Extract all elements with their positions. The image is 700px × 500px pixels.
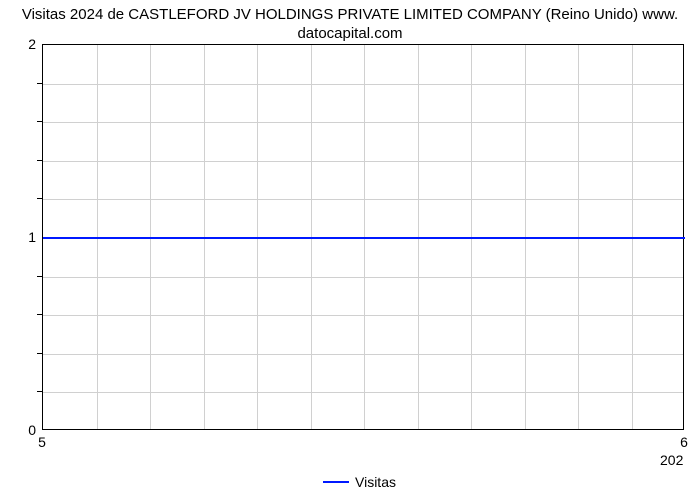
plot-area <box>42 44 684 430</box>
y-tick-label: 1 <box>20 229 36 245</box>
y-minor-tick <box>37 121 42 122</box>
x-axis-year-label: 202 <box>660 452 683 468</box>
gridline-horizontal <box>43 84 683 85</box>
x-tick-label: 6 <box>680 434 688 450</box>
gridline-horizontal <box>43 315 683 316</box>
legend: Visitas <box>323 474 396 490</box>
y-minor-tick <box>37 198 42 199</box>
y-tick-label: 0 <box>20 422 36 438</box>
y-minor-tick <box>37 314 42 315</box>
y-minor-tick <box>37 391 42 392</box>
chart-title-line2: datocapital.com <box>297 25 402 42</box>
legend-label: Visitas <box>355 474 396 490</box>
chart-container: Visitas 2024 de CASTLEFORD JV HOLDINGS P… <box>0 0 700 500</box>
chart-title: Visitas 2024 de CASTLEFORD JV HOLDINGS P… <box>0 6 700 44</box>
gridline-horizontal <box>43 392 683 393</box>
gridline-horizontal <box>43 277 683 278</box>
series-line <box>43 237 685 239</box>
y-tick-label: 2 <box>20 36 36 52</box>
y-minor-tick <box>37 353 42 354</box>
y-minor-tick <box>37 276 42 277</box>
chart-title-line1: Visitas 2024 de CASTLEFORD JV HOLDINGS P… <box>22 6 678 23</box>
gridline-horizontal <box>43 354 683 355</box>
gridline-horizontal <box>43 161 683 162</box>
gridline-horizontal <box>43 122 683 123</box>
legend-swatch <box>323 481 349 483</box>
gridline-horizontal <box>43 199 683 200</box>
x-tick-label: 5 <box>38 434 46 450</box>
y-minor-tick <box>37 160 42 161</box>
y-minor-tick <box>37 83 42 84</box>
